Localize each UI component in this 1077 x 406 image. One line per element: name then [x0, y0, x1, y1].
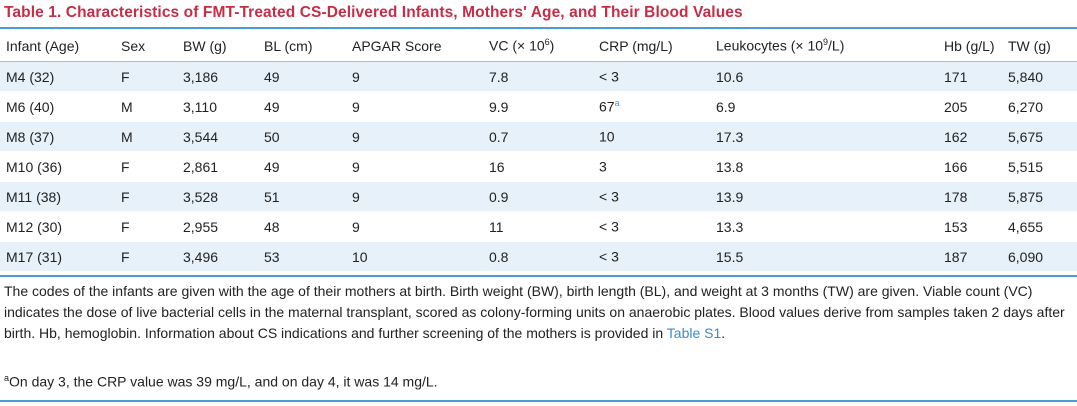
cell-crp: < 3 — [593, 211, 710, 242]
col-header-vc: VC (× 106) — [483, 30, 593, 62]
cell-crp: < 3 — [593, 181, 710, 212]
table-row: M17 (31) F 3,496 53 10 0.8 < 3 15.5 187 … — [0, 241, 1077, 271]
cell-sex: F — [115, 61, 177, 92]
cell-vc: 9.9 — [483, 91, 593, 122]
cell-tw: 4,655 — [1002, 211, 1077, 242]
cell-hb: 178 — [938, 181, 1002, 212]
data-table: Infant (Age) Sex BW (g) BL (cm) APGAR Sc… — [0, 30, 1077, 271]
cell-bw: 3,496 — [177, 241, 258, 271]
cell-sex: F — [115, 181, 177, 212]
cell-hb: 153 — [938, 211, 1002, 242]
col-header-bl: BL (cm) — [258, 30, 346, 62]
cell-bw: 3,544 — [177, 121, 258, 152]
top-rule — [0, 27, 1077, 29]
cell-bl: 48 — [258, 211, 346, 242]
cell-vc: 0.7 — [483, 121, 593, 152]
cell-infant: M8 (37) — [0, 121, 115, 152]
cell-tw: 5,675 — [1002, 121, 1077, 152]
cell-bw: 2,861 — [177, 151, 258, 182]
table-row: M12 (30) F 2,955 48 9 11 < 3 13.3 153 4,… — [0, 211, 1077, 242]
cell-crp: 3 — [593, 151, 710, 182]
cell-leukocytes: 13.3 — [710, 211, 938, 242]
col-header-hb: Hb (g/L) — [938, 30, 1002, 62]
cell-apgar: 9 — [346, 91, 483, 122]
table-row: M4 (32) F 3,186 49 9 7.8 < 3 10.6 171 5,… — [0, 61, 1077, 92]
cell-apgar: 9 — [346, 121, 483, 152]
cell-crp: < 3 — [593, 61, 710, 92]
cell-apgar: 9 — [346, 181, 483, 212]
cell-vc: 0.9 — [483, 181, 593, 212]
cell-apgar: 9 — [346, 151, 483, 182]
cell-infant: M12 (30) — [0, 211, 115, 242]
footnote-a: aOn day 3, the CRP value was 39 mg/L, an… — [4, 373, 438, 390]
cell-tw: 6,270 — [1002, 91, 1077, 122]
cell-leukocytes: 13.9 — [710, 181, 938, 212]
table-title: Table 1. Characteristics of FMT-Treated … — [4, 4, 743, 21]
cell-infant: M17 (31) — [0, 241, 115, 271]
cell-sex: F — [115, 211, 177, 242]
cell-hb: 162 — [938, 121, 1002, 152]
cell-crp: < 3 — [593, 241, 710, 271]
cell-bl: 51 — [258, 181, 346, 212]
cell-hb: 166 — [938, 151, 1002, 182]
cell-hb: 171 — [938, 61, 1002, 92]
cell-leukocytes: 15.5 — [710, 241, 938, 271]
cell-bl: 53 — [258, 241, 346, 271]
cell-apgar: 9 — [346, 211, 483, 242]
cell-bl: 50 — [258, 121, 346, 152]
cell-leukocytes: 10.6 — [710, 61, 938, 92]
col-header-leukocytes: Leukocytes (× 109/L) — [710, 30, 938, 62]
cell-leukocytes: 13.8 — [710, 151, 938, 182]
cell-bl: 49 — [258, 61, 346, 92]
cell-vc: 16 — [483, 151, 593, 182]
cell-apgar: 10 — [346, 241, 483, 271]
col-header-infant: Infant (Age) — [0, 30, 115, 62]
cell-sex: M — [115, 121, 177, 152]
col-header-apgar: APGAR Score — [346, 30, 483, 62]
cell-bl: 49 — [258, 151, 346, 182]
table-row: M11 (38) F 3,528 51 9 0.9 < 3 13.9 178 5… — [0, 181, 1077, 212]
cell-crp: 67a — [593, 91, 710, 122]
col-header-sex: Sex — [115, 30, 177, 62]
cell-bw: 2,955 — [177, 211, 258, 242]
header-row: Infant (Age) Sex BW (g) BL (cm) APGAR Sc… — [0, 30, 1077, 62]
bottom-rule — [0, 400, 1077, 402]
cell-bw: 3,110 — [177, 91, 258, 122]
col-header-tw: TW (g) — [1002, 30, 1077, 62]
cell-bl: 49 — [258, 91, 346, 122]
table-bottom-rule — [0, 275, 1077, 277]
cell-hb: 205 — [938, 91, 1002, 122]
cell-leukocytes: 17.3 — [710, 121, 938, 152]
cell-tw: 5,515 — [1002, 151, 1077, 182]
cell-vc: 7.8 — [483, 61, 593, 92]
col-header-crp: CRP (mg/L) — [593, 30, 710, 62]
cell-vc: 0.8 — [483, 241, 593, 271]
cell-infant: M4 (32) — [0, 61, 115, 92]
cell-sex: F — [115, 241, 177, 271]
footnote-marker-a: a — [614, 98, 620, 109]
table-row: M6 (40) M 3,110 49 9 9.9 67a 6.9 205 6,2… — [0, 91, 1077, 122]
table-s1-link[interactable]: Table S1 — [666, 325, 722, 341]
cell-infant: M11 (38) — [0, 181, 115, 212]
cell-vc: 11 — [483, 211, 593, 242]
table-row: M10 (36) F 2,861 49 9 16 3 13.8 166 5,51… — [0, 151, 1077, 182]
cell-sex: M — [115, 91, 177, 122]
col-header-bw: BW (g) — [177, 30, 258, 62]
cell-crp: 10 — [593, 121, 710, 152]
cell-sex: F — [115, 151, 177, 182]
footnote-a-marker: a — [4, 373, 10, 383]
table-row: M8 (37) M 3,544 50 9 0.7 10 17.3 162 5,6… — [0, 121, 1077, 152]
cell-tw: 5,840 — [1002, 61, 1077, 92]
cell-infant: M10 (36) — [0, 151, 115, 182]
cell-bw: 3,528 — [177, 181, 258, 212]
cell-infant: M6 (40) — [0, 91, 115, 122]
cell-hb: 187 — [938, 241, 1002, 271]
cell-tw: 5,875 — [1002, 181, 1077, 212]
cell-tw: 6,090 — [1002, 241, 1077, 271]
cell-leukocytes: 6.9 — [710, 91, 938, 122]
table-footnote: The codes of the infants are given with … — [4, 283, 1065, 341]
cell-bw: 3,186 — [177, 61, 258, 92]
cell-apgar: 9 — [346, 61, 483, 92]
